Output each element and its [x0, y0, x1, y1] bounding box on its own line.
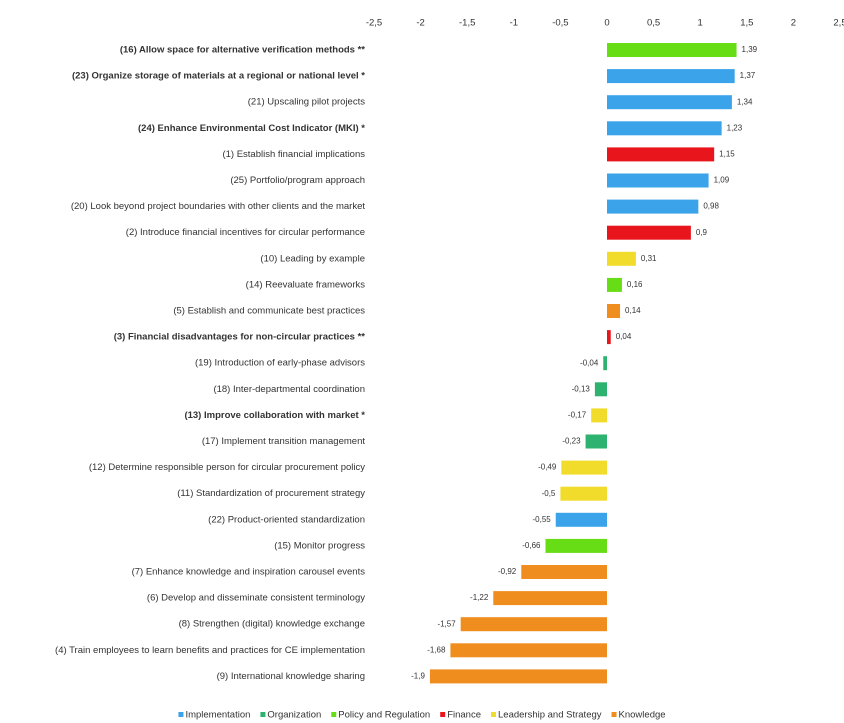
bar: [561, 460, 607, 475]
category-label: (18) Inter-departmental coordination: [213, 384, 365, 395]
bar: [607, 251, 636, 266]
value-label: 0,9: [696, 228, 708, 237]
legend-swatch: [178, 712, 184, 717]
category-label: (2) Introduce financial incentives for c…: [126, 227, 365, 238]
x-tick-label: 0,5: [647, 18, 660, 29]
bar: [560, 486, 607, 501]
bar: [555, 512, 607, 527]
x-tick-label: 1,5: [740, 18, 753, 29]
legend-label: Leadership and Strategy: [498, 710, 602, 721]
legend-swatch: [491, 712, 496, 717]
bar: [607, 304, 621, 318]
value-label: -1,57: [437, 619, 456, 628]
value-label: 1,23: [727, 123, 743, 132]
bar: [607, 277, 622, 292]
category-label: (4) Train employees to learn benefits an…: [55, 645, 365, 656]
legend-label: Finance: [447, 710, 481, 721]
value-label: -0,23: [562, 437, 581, 446]
value-label: -0,17: [568, 411, 587, 420]
value-label: -1,68: [427, 645, 446, 654]
legend-swatch: [611, 712, 617, 717]
value-label: -0,92: [498, 567, 517, 576]
x-tick-label: -0,5: [552, 18, 568, 29]
category-label: (25) Portfolio/program approach: [230, 175, 365, 186]
value-label: 0,04: [616, 332, 632, 341]
bar: [607, 69, 735, 84]
legend-label: Implementation: [185, 710, 250, 721]
bar: [493, 591, 607, 606]
legend-label: Policy and Regulation: [338, 710, 430, 721]
bar: [607, 173, 709, 188]
category-label: (3) Financial disadvantages for non-circ…: [114, 332, 366, 343]
category-label: (21) Upscaling pilot projects: [248, 97, 365, 108]
category-label: (9) International knowledge sharing: [217, 671, 365, 682]
value-label: 0,31: [641, 254, 657, 263]
category-label: (19) Introduction of early-phase advisor…: [195, 358, 365, 369]
category-label: (16) Allow space for alternative verific…: [120, 45, 365, 56]
category-label: (5) Establish and communicate best pract…: [173, 306, 365, 317]
category-label: (10) Leading by example: [260, 253, 365, 264]
value-label: -1,22: [470, 593, 489, 602]
bar: [545, 538, 607, 553]
category-label: (13) Improve collaboration with market *: [184, 410, 365, 421]
bar: [450, 643, 607, 658]
category-label: (8) Strengthen (digital) knowledge excha…: [179, 619, 365, 630]
category-label: (23) Organize storage of materials at a …: [72, 71, 365, 82]
category-label: (12) Determine responsible person for ci…: [89, 462, 365, 473]
bar: [460, 617, 607, 632]
category-label: (17) Implement transition management: [202, 436, 366, 447]
value-label: 1,39: [742, 45, 758, 54]
category-label: (6) Develop and disseminate consistent t…: [147, 593, 365, 604]
legend-swatch: [260, 712, 266, 717]
value-label: -0,55: [533, 515, 552, 524]
value-label: -0,66: [522, 541, 541, 550]
category-label: (20) Look beyond project boundaries with…: [71, 201, 366, 212]
value-label: -0,13: [572, 384, 591, 393]
category-label: (14) Reevaluate frameworks: [246, 279, 366, 290]
value-label: -0,04: [580, 358, 599, 367]
bar: [607, 43, 737, 57]
value-label: 1,37: [740, 71, 756, 80]
bar: [607, 330, 611, 345]
value-label: -1,9: [411, 672, 425, 681]
value-label: -0,49: [538, 463, 557, 472]
x-tick-label: 2: [791, 18, 796, 29]
category-label: (7) Enhance knowledge and inspiration ca…: [132, 567, 366, 578]
x-tick-label: -1: [510, 18, 518, 29]
bar: [594, 382, 607, 397]
category-label: (11) Standardization of procurement stra…: [177, 488, 365, 499]
x-tick-label: -2: [416, 18, 424, 29]
category-label: (24) Enhance Environmental Cost Indicato…: [138, 123, 365, 134]
x-tick-label: 0: [604, 18, 609, 29]
x-tick-label: 1: [698, 18, 703, 29]
x-tick-label: -2,5: [366, 18, 382, 29]
bar: [607, 95, 732, 110]
legend-label: Knowledge: [619, 710, 666, 721]
bar: [607, 225, 691, 240]
bar: [603, 356, 607, 371]
bar: [607, 121, 722, 136]
value-label: -0,5: [542, 489, 556, 498]
bar: [429, 669, 607, 684]
value-label: 0,98: [703, 202, 719, 211]
x-tick-label: -1,5: [459, 18, 475, 29]
bar: [521, 565, 607, 579]
bar: [591, 408, 607, 423]
category-label: (1) Establish financial implications: [222, 149, 365, 160]
bar: [607, 147, 715, 162]
value-label: 1,34: [737, 97, 753, 106]
legend-label: Organization: [267, 710, 321, 721]
value-label: 0,16: [627, 280, 643, 289]
legend-swatch: [331, 712, 337, 717]
value-label: 1,15: [719, 150, 735, 159]
bar: [607, 199, 699, 214]
x-tick-label: 2,5: [833, 18, 844, 29]
category-label: (22) Product-oriented standardization: [208, 514, 365, 525]
value-label: 1,09: [714, 176, 730, 185]
legend-swatch: [440, 712, 446, 717]
value-label: 0,14: [625, 306, 641, 315]
category-label: (15) Monitor progress: [274, 540, 365, 551]
bar: [585, 434, 607, 449]
